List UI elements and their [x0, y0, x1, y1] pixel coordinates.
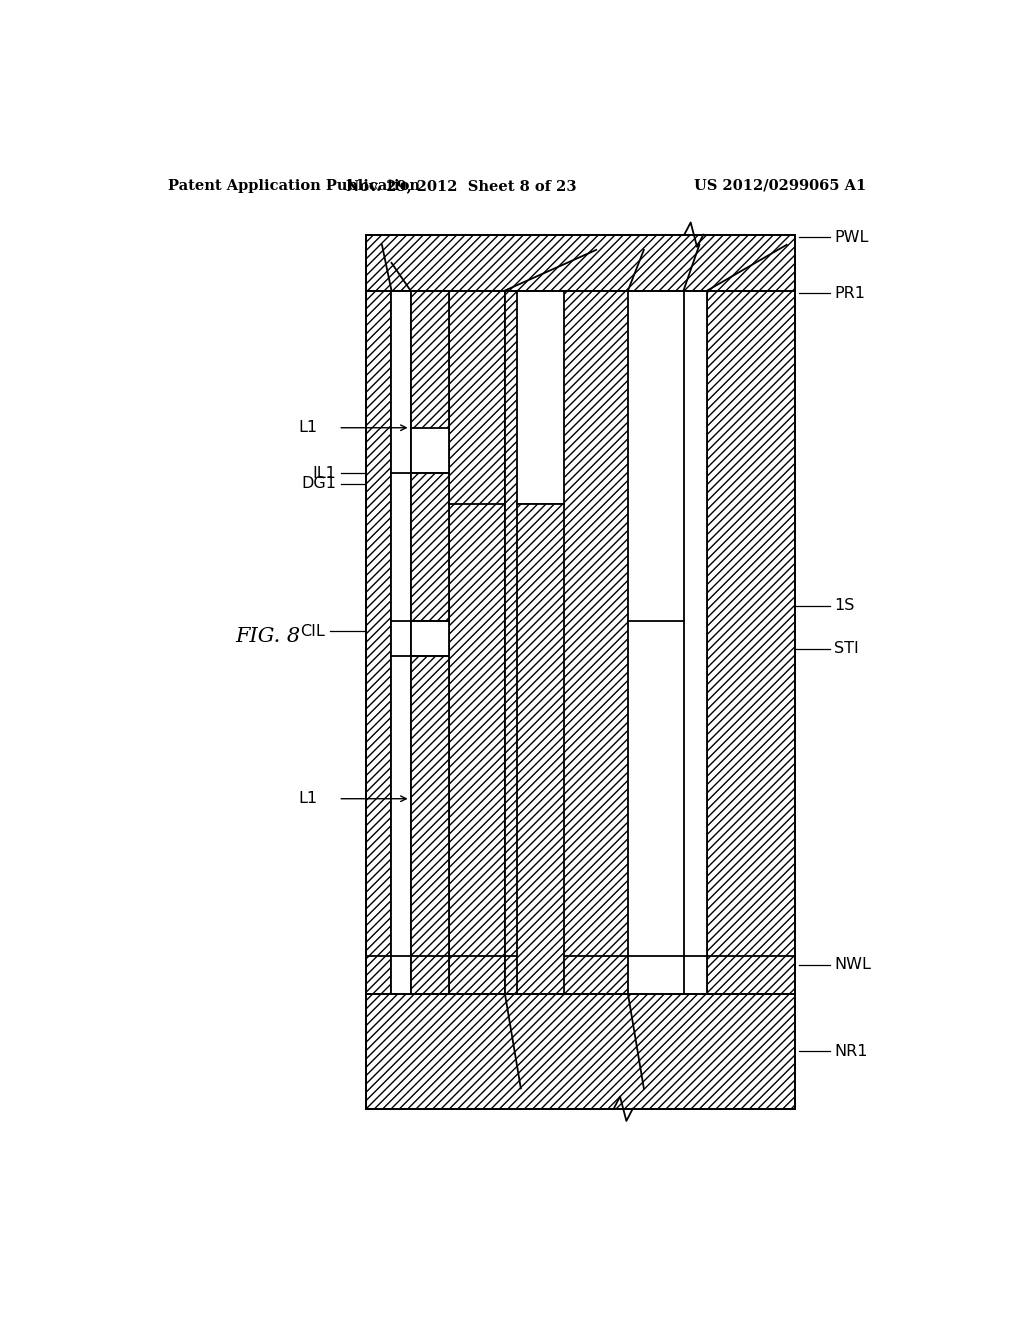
Text: STI: STI	[835, 642, 859, 656]
Bar	[450, 290, 505, 994]
Bar	[411, 428, 450, 474]
Bar	[391, 290, 411, 994]
Bar	[367, 290, 391, 994]
Text: Nov. 29, 2012  Sheet 8 of 23: Nov. 29, 2012 Sheet 8 of 23	[346, 178, 577, 193]
Text: Patent Application Publication: Patent Application Publication	[168, 178, 420, 193]
Text: PR1: PR1	[835, 285, 865, 301]
Bar	[684, 290, 708, 994]
Text: L1: L1	[299, 420, 317, 436]
Bar	[367, 235, 795, 1109]
Text: NWL: NWL	[835, 957, 871, 973]
Bar	[708, 290, 795, 994]
Text: CIL: CIL	[300, 623, 325, 639]
Text: DG1: DG1	[301, 477, 336, 491]
Bar	[411, 620, 450, 656]
Text: US 2012/0299065 A1: US 2012/0299065 A1	[694, 178, 866, 193]
Bar	[517, 504, 564, 994]
Bar	[367, 994, 795, 1109]
Text: L1: L1	[299, 791, 317, 807]
Bar	[517, 290, 564, 504]
Bar	[411, 290, 450, 994]
Text: FIG. 8: FIG. 8	[236, 627, 300, 645]
Text: IL1: IL1	[312, 466, 336, 480]
Bar	[505, 290, 628, 994]
Text: NR1: NR1	[835, 1044, 867, 1059]
Text: 1S: 1S	[835, 598, 855, 612]
Text: PWL: PWL	[835, 230, 868, 244]
Bar	[367, 235, 795, 290]
